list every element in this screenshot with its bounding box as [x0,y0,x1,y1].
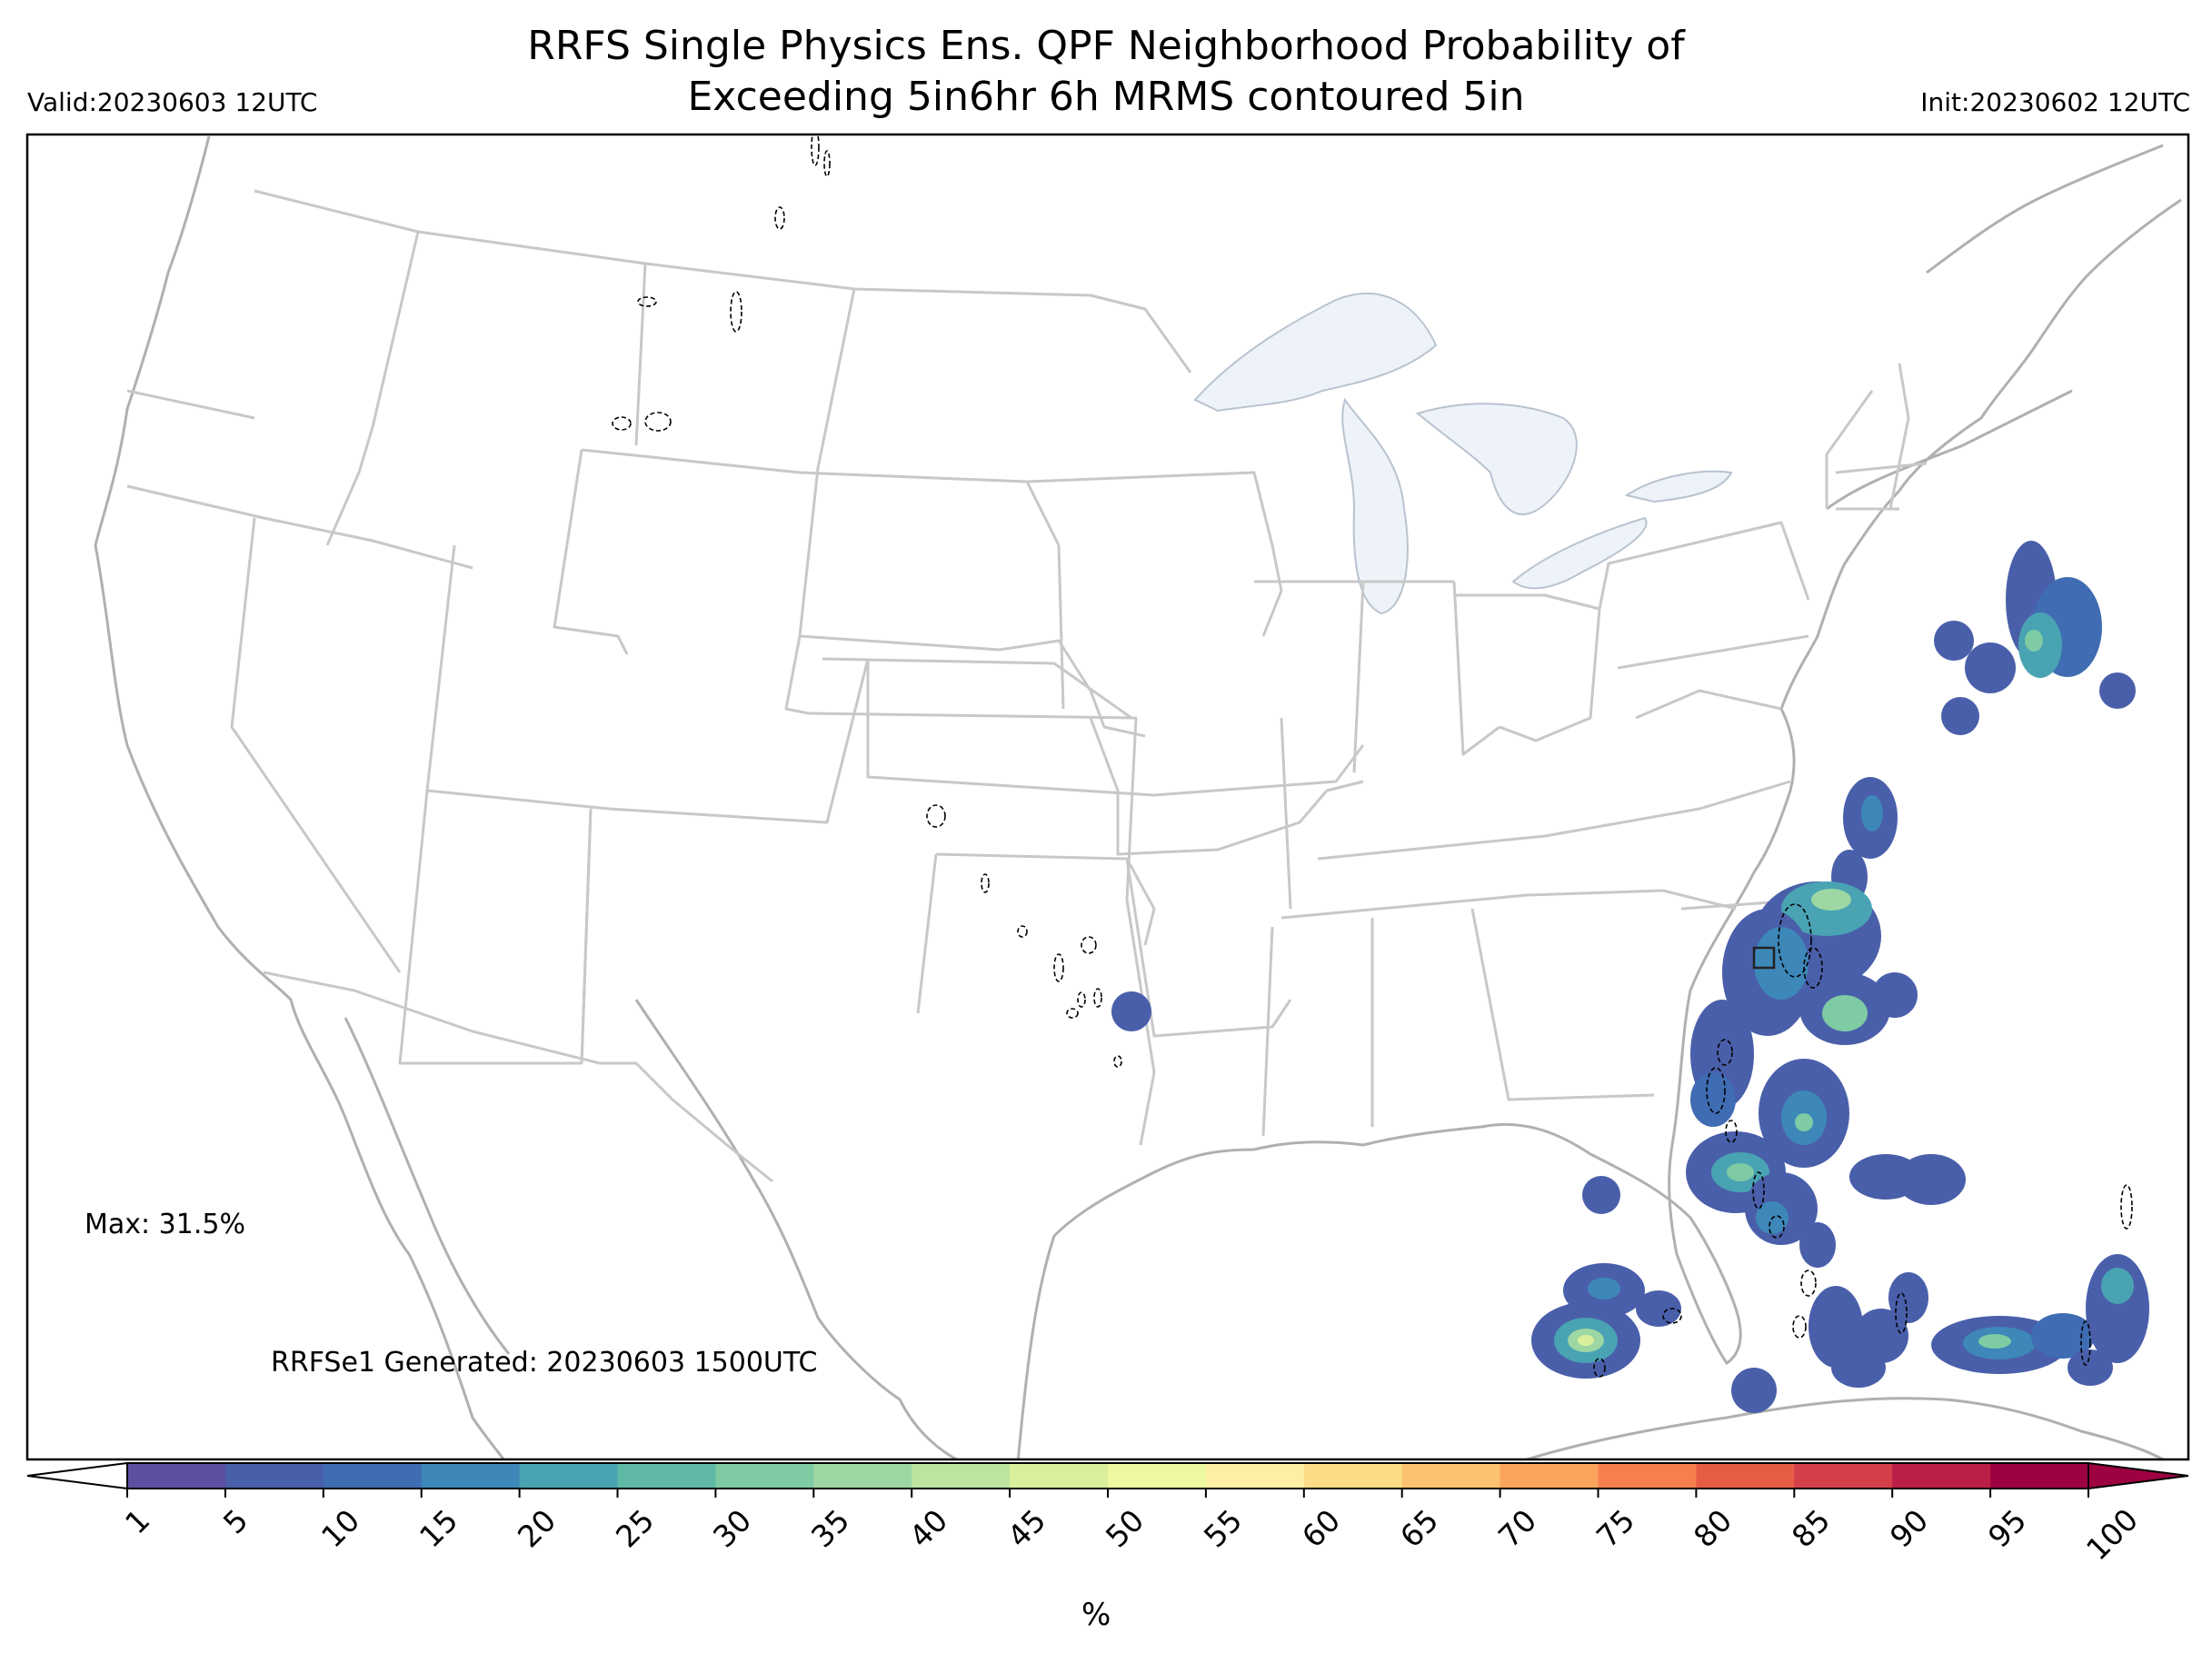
colorbar-segment [1108,1463,1207,1489]
colorbar-segment [421,1463,521,1489]
chart-title-line2: Exceeding 5in6hr 6h MRMS contoured 5in [687,74,1525,120]
colorbar-under-extend [26,1461,128,1490]
colorbar-segment [1303,1463,1403,1489]
political-borders [126,189,1928,1183]
valid-time-label: Valid:20230603 12UTC [27,87,318,117]
colorbar-segment [1696,1463,1795,1489]
us-mexico-border [263,971,773,1183]
lake-ontario [1624,470,1733,503]
colorbar-segment [617,1463,716,1489]
colorbar-segment [912,1463,1011,1489]
colorbar-segment [813,1463,912,1489]
colorbar-segment [1794,1463,1893,1489]
great-lakes [1193,293,1733,615]
coastlines [94,135,2182,1459]
colorbar-segment [519,1463,618,1489]
init-time-label: Init:20230602 12UTC [1920,87,2190,117]
lake-erie [1511,516,1648,590]
cuba-coast [1526,1397,2164,1459]
colorbar-segment [1990,1463,2089,1489]
colorbar-segment [1401,1463,1501,1489]
west-coast-line [94,135,506,1459]
colorbar-segment [1010,1463,1109,1489]
prob-area-gulf-keys [1531,1263,1777,1413]
chart-title-line1: RRFS Single Physics Ens. QPF Neighborhoo… [527,23,1685,69]
colorbar-segment [1892,1463,1991,1489]
mrms-observed-contours [612,134,2133,1378]
colorbar-segment [1598,1463,1697,1489]
colorbar-over-extend [2087,1461,2189,1490]
east-coast-line [1670,198,2182,1146]
colorbar-segment [323,1463,423,1489]
max-value-label: Max: 31.5% [85,1209,245,1240]
prob-area-red-river [1111,991,1151,1031]
verification-box [1752,946,1776,970]
canada-coast [1826,144,2164,511]
prob-area-georgia-florida [1582,1000,1922,1268]
prob-area-carolina-coast [1722,881,1918,1045]
gulf-coast-line [634,999,1742,1459]
colorbar-segment [224,1463,324,1489]
lake-michigan [1341,397,1409,615]
colorbar-unit-label: % [1081,1597,1111,1633]
colorbar-segment [127,1463,226,1489]
map-frame [25,133,2190,1461]
generated-label: RRFSe1 Generated: 20230603 1500UTC [271,1347,818,1379]
lake-huron [1415,403,1578,515]
prob-area-bahamas [1808,1154,2149,1388]
colorbar-segment [1205,1463,1305,1489]
lake-superior [1193,293,1438,413]
colorbar-segment [715,1463,814,1489]
probability-field [1111,541,2149,1413]
baja-east-coast [344,1017,511,1355]
colorbar-segment [1500,1463,1599,1489]
prob-area-north-atlantic-offshore [1934,541,2136,735]
